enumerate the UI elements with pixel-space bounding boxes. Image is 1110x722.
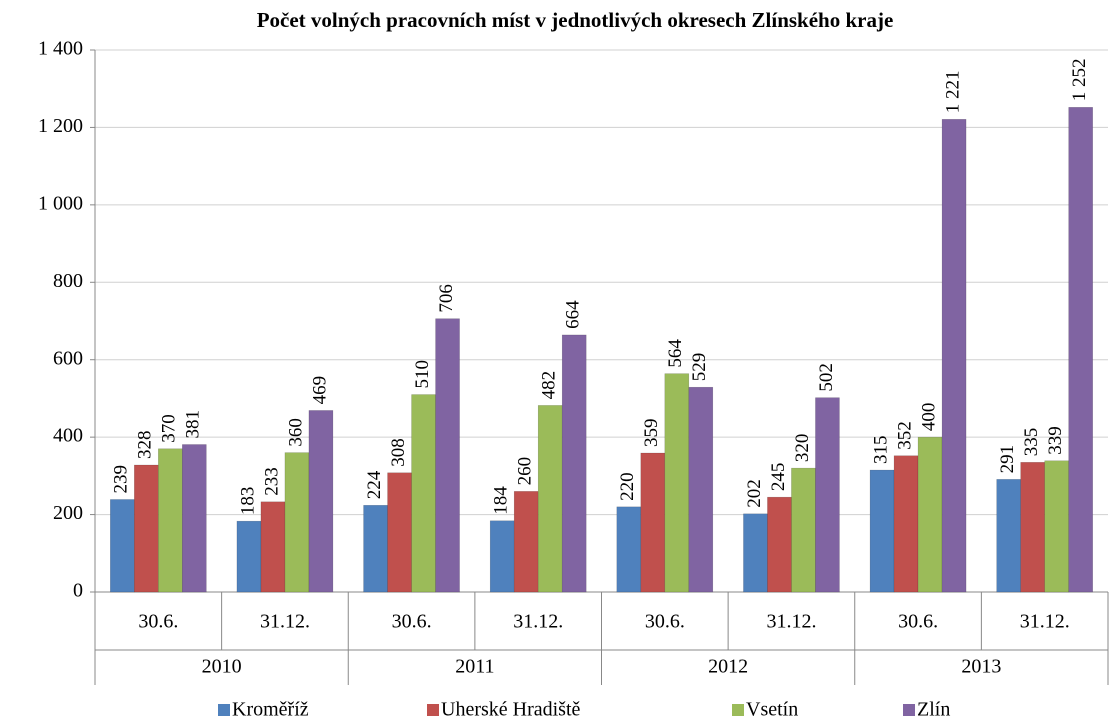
bar bbox=[158, 448, 183, 593]
group-label: 2012 bbox=[708, 656, 748, 678]
data-label: 339 bbox=[1045, 426, 1066, 455]
bar bbox=[1044, 460, 1069, 593]
legend-label: Kroměříž bbox=[232, 699, 309, 721]
y-tick-label: 800 bbox=[53, 270, 83, 292]
data-label: 291 bbox=[997, 445, 1018, 474]
bar bbox=[561, 334, 587, 593]
data-label: 502 bbox=[816, 363, 837, 392]
bar bbox=[996, 479, 1021, 593]
data-label: 320 bbox=[792, 434, 813, 463]
bar bbox=[743, 513, 768, 593]
data-label: 510 bbox=[412, 360, 433, 389]
bar bbox=[308, 410, 334, 593]
bar bbox=[411, 394, 436, 593]
x-tick-label: 30.6. bbox=[645, 611, 685, 633]
data-label: 482 bbox=[539, 371, 560, 400]
data-label: 400 bbox=[918, 403, 939, 432]
legend-swatch bbox=[732, 704, 744, 716]
bar bbox=[815, 397, 840, 593]
data-label: 370 bbox=[159, 414, 180, 443]
data-label: 260 bbox=[515, 457, 536, 486]
data-label: 352 bbox=[894, 421, 915, 450]
bar bbox=[640, 452, 666, 593]
data-label: 335 bbox=[1021, 428, 1042, 457]
data-label: 664 bbox=[563, 300, 584, 329]
bar bbox=[284, 452, 310, 593]
x-tick-label: 31.12. bbox=[513, 611, 563, 633]
bar bbox=[917, 436, 943, 593]
data-label: 183 bbox=[237, 487, 258, 516]
legend-label: Uherské Hradiště bbox=[441, 699, 581, 721]
data-label: 233 bbox=[261, 467, 282, 496]
data-label: 1 221 bbox=[942, 71, 963, 114]
data-label: 360 bbox=[285, 418, 306, 447]
bar bbox=[134, 464, 159, 593]
data-label: 706 bbox=[436, 284, 457, 313]
group-label: 2010 bbox=[202, 656, 242, 678]
bar bbox=[260, 501, 286, 593]
bar bbox=[869, 469, 895, 593]
data-label: 328 bbox=[135, 431, 156, 460]
data-label: 245 bbox=[768, 463, 789, 492]
bar bbox=[182, 444, 207, 593]
y-tick-label: 1 400 bbox=[38, 38, 83, 60]
bar bbox=[941, 119, 967, 593]
x-tick-label: 31.12. bbox=[766, 611, 816, 633]
bar bbox=[110, 499, 135, 593]
y-tick-label: 1 000 bbox=[38, 192, 83, 214]
y-tick-label: 0 bbox=[73, 580, 83, 602]
bar bbox=[489, 520, 515, 593]
bar bbox=[363, 505, 388, 593]
bar bbox=[893, 455, 919, 593]
data-label: 315 bbox=[870, 436, 891, 465]
data-label: 359 bbox=[641, 419, 662, 448]
data-label: 381 bbox=[183, 410, 204, 439]
bar bbox=[513, 491, 539, 593]
bar bbox=[1068, 107, 1093, 593]
bar bbox=[537, 405, 563, 593]
bar bbox=[435, 318, 460, 593]
chart-title: Počet volných pracovních míst v jednotli… bbox=[257, 8, 894, 32]
data-label: 469 bbox=[309, 376, 330, 405]
data-label: 564 bbox=[665, 339, 686, 368]
x-tick-label: 30.6. bbox=[138, 611, 178, 633]
data-label: 202 bbox=[744, 479, 765, 508]
legend-swatch bbox=[903, 704, 915, 716]
y-tick-label: 400 bbox=[53, 425, 83, 447]
bar bbox=[791, 467, 816, 593]
bar bbox=[688, 386, 714, 593]
y-tick-label: 600 bbox=[53, 347, 83, 369]
group-label: 2011 bbox=[455, 656, 494, 678]
legend-label: Zlín bbox=[917, 699, 950, 721]
bar bbox=[1020, 462, 1045, 593]
bar bbox=[767, 496, 792, 593]
legend-swatch bbox=[427, 704, 439, 716]
data-label: 529 bbox=[689, 353, 710, 382]
x-tick-label: 31.12. bbox=[1020, 611, 1070, 633]
bar bbox=[616, 506, 642, 593]
bar bbox=[236, 520, 262, 593]
group-label: 2013 bbox=[961, 656, 1001, 678]
legend-swatch bbox=[218, 704, 230, 716]
y-tick-label: 1 200 bbox=[38, 115, 83, 137]
bar bbox=[387, 472, 412, 593]
data-label: 308 bbox=[388, 438, 409, 467]
y-tick-label: 200 bbox=[53, 502, 83, 524]
data-label: 220 bbox=[617, 472, 638, 501]
data-label: 224 bbox=[364, 470, 385, 499]
bar bbox=[664, 373, 690, 593]
data-label: 184 bbox=[491, 486, 512, 515]
x-tick-label: 30.6. bbox=[392, 611, 432, 633]
legend-label: Vsetín bbox=[746, 699, 798, 721]
data-label: 1 252 bbox=[1069, 59, 1090, 102]
x-tick-label: 30.6. bbox=[898, 611, 938, 633]
x-tick-label: 31.12. bbox=[260, 611, 310, 633]
data-label: 239 bbox=[111, 465, 132, 494]
